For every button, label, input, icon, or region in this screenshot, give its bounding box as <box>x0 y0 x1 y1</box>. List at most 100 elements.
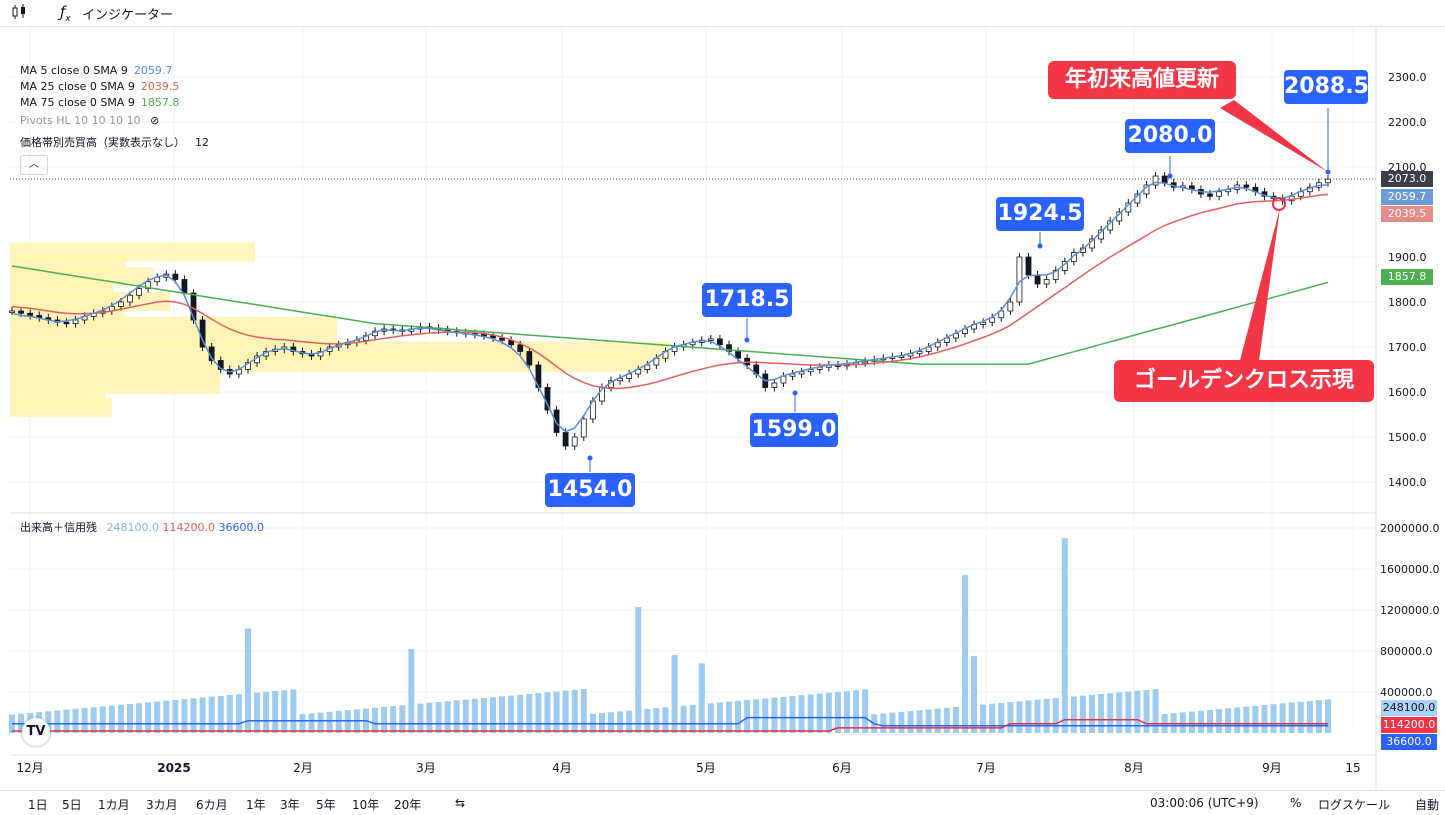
volume-bar <box>390 706 397 733</box>
volume-tick-label: 400000.0 <box>1380 686 1433 699</box>
callout-1599: 1599.0 <box>750 413 838 447</box>
price-tick-label: 2100.0 <box>1388 161 1427 174</box>
log-scale-toggle[interactable]: ログスケール <box>1318 798 1391 812</box>
volume-bar <box>780 696 787 733</box>
legend-ma75-value: 1857.8 <box>140 96 180 109</box>
volume-bar <box>172 699 179 733</box>
price-tick-label: 2200.0 <box>1388 116 1427 129</box>
volume-bar <box>934 708 941 733</box>
volume-bar <box>1098 694 1105 733</box>
legend-ma25[interactable]: MA 25 close 0 SMA 9 2039.5 <box>20 79 179 95</box>
volume-bar <box>862 689 869 733</box>
candle-body <box>807 369 814 373</box>
volume-bar <box>1134 690 1141 733</box>
candle-body <box>553 409 560 433</box>
tf-3m[interactable]: 3カ月 <box>146 798 178 812</box>
candle-body <box>517 344 524 352</box>
callout-golden-cross: ゴールデンクロス示現 <box>1114 360 1374 402</box>
legend-ma5[interactable]: MA 5 close 0 SMA 9 2059.7 <box>20 63 172 79</box>
candle-body <box>798 371 805 375</box>
bottom-toolbar: 1日 5日 1カ月 3カ月 6カ月 1年 3年 5年 10年 20年 ⇆ 03:… <box>0 790 1445 815</box>
volume-bar <box>653 708 660 733</box>
pointer-ytd <box>1220 100 1328 172</box>
volume-bars <box>9 538 1331 733</box>
volume-bar <box>308 713 315 733</box>
tf-10y[interactable]: 10年 <box>352 798 380 812</box>
auto-scale-toggle[interactable]: 自動 <box>1415 798 1440 812</box>
volume-bar <box>1188 711 1195 733</box>
tf-1m[interactable]: 1カ月 <box>98 798 130 812</box>
legend-volume-v1: 248100.0 <box>106 521 160 534</box>
date-range-icon[interactable]: ⇆ <box>455 796 466 810</box>
volume-bar <box>671 655 678 733</box>
volume-bar <box>1252 705 1259 733</box>
volume-bar <box>299 714 306 733</box>
volume-bar <box>1306 700 1313 733</box>
candles <box>9 172 1331 450</box>
volume-tick-label: 800000.0 <box>1380 645 1433 658</box>
price-tick-label: 1600.0 <box>1388 386 1427 399</box>
volume-bar <box>126 703 133 733</box>
tf-1d[interactable]: 1日 <box>28 798 48 812</box>
tf-1y[interactable]: 1年 <box>246 798 266 812</box>
volume-bar <box>562 690 569 733</box>
volume-bar <box>907 711 914 733</box>
indicators-button[interactable]: インジケーター <box>82 8 174 23</box>
tf-6m[interactable]: 6カ月 <box>196 798 228 812</box>
volume-profile-bar <box>10 397 112 417</box>
volume-bar <box>1197 710 1204 733</box>
volume-bar <box>1143 689 1150 733</box>
volume-bar <box>1297 701 1304 733</box>
legend-pivots-label: Pivots HL 10 10 10 10 <box>20 114 141 127</box>
candle-body <box>63 321 70 325</box>
volume-bar <box>335 710 342 733</box>
tf-20y[interactable]: 20年 <box>394 798 422 812</box>
volume-bar <box>880 713 887 733</box>
volume-bar <box>326 711 333 733</box>
eye-hidden-icon[interactable]: ⊘ <box>150 114 160 127</box>
candle-body <box>989 317 996 323</box>
percent-toggle[interactable]: % <box>1290 796 1302 810</box>
callout-2080: 2080.0 <box>1125 119 1215 153</box>
callout-1454: 1454.0 <box>545 473 635 507</box>
clock[interactable]: 03:00:06 (UTC+9) <box>1150 796 1259 810</box>
tf-5d[interactable]: 5日 <box>62 798 82 812</box>
tf-3y[interactable]: 3年 <box>280 798 300 812</box>
volume-bar <box>1079 695 1086 733</box>
legend-ma75[interactable]: MA 75 close 0 SMA 9 1857.8 <box>20 95 179 111</box>
candle-body <box>707 338 714 341</box>
volume-bar <box>598 713 605 733</box>
candlestick-icon[interactable] <box>10 3 28 25</box>
volume-bar <box>553 691 560 733</box>
volume-bar <box>580 689 587 733</box>
tradingview-logo: TV <box>22 718 50 746</box>
volume-bar <box>1052 698 1059 733</box>
candle-body <box>172 273 179 280</box>
golden-cross-circle <box>1272 197 1286 211</box>
legend-ma25-value: 2039.5 <box>140 80 180 93</box>
volume-bar <box>843 691 850 733</box>
volume-bar <box>344 710 351 733</box>
volume-bar <box>72 708 79 733</box>
volume-bar <box>1279 703 1286 733</box>
legend-volume[interactable]: 出来高＋信用残 248100.0 114200.0 36600.0 <box>20 520 264 536</box>
legend-volume-profile[interactable]: 価格帯別売買高（実数表示なし） 12 <box>20 135 209 151</box>
collapse-legend-button[interactable]: ︿ <box>20 155 48 175</box>
time-tick-label: 2025 <box>157 761 190 775</box>
volume-bar <box>399 705 406 733</box>
pivot-markers <box>587 169 1331 461</box>
price-tick-label: 2300.0 <box>1388 71 1427 84</box>
volume-bar <box>1043 698 1050 733</box>
ma25-price-tag: 2039.5 <box>1381 206 1433 222</box>
time-axis: 12月 2025 2月 3月 4月 5月 6月 7月 8月 9月 15 <box>16 761 1360 775</box>
volume-bar <box>453 700 460 733</box>
legend-vp-value: 12 <box>195 136 209 149</box>
chart-area[interactable]: 1400.0 1500.0 1600.0 1700.0 1800.0 1900.0 2100… <box>0 28 1445 790</box>
tf-5y[interactable]: 5年 <box>316 798 336 812</box>
volume-bar <box>834 691 841 733</box>
legend-pivots[interactable]: Pivots HL 10 10 10 10 ⊘ <box>20 113 159 129</box>
fx-icon[interactable]: ƒx <box>60 3 71 24</box>
volume-bar <box>716 702 723 733</box>
volume-bar <box>417 703 424 733</box>
volume-bar <box>190 698 197 733</box>
